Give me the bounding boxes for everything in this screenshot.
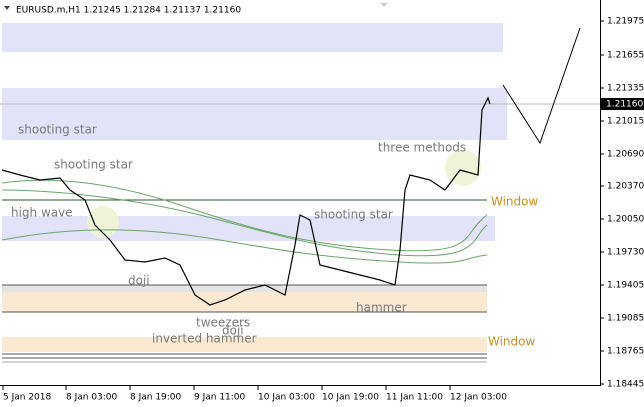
- time-label: 11 Jan 11:00: [386, 393, 443, 403]
- price-label: 1.21655: [607, 51, 644, 61]
- price-label: 1.18445: [607, 380, 644, 390]
- zone: [2, 23, 503, 52]
- price-label: 1.21335: [607, 84, 644, 94]
- price-label: 1.21975: [607, 17, 644, 27]
- zone: [2, 285, 487, 292]
- time-label: 10 Jan 19:00: [322, 393, 379, 403]
- price-label: 1.20370: [607, 182, 644, 192]
- annotation: hammer: [356, 301, 407, 315]
- zone: [2, 337, 487, 352]
- scroll-marker: [380, 3, 388, 7]
- time-label: 10 Jan 03:00: [258, 393, 315, 403]
- current-price-box: [601, 98, 644, 110]
- price-label: 1.19730: [607, 248, 644, 258]
- annotation: shooting star: [54, 158, 133, 172]
- highlight: [445, 150, 481, 186]
- price-label: 1.19085: [607, 314, 644, 324]
- time-label: 12 Jan 03:00: [450, 393, 507, 403]
- annotation: high wave: [11, 206, 73, 220]
- window-label: Window: [491, 195, 539, 209]
- price-label: 1.20690: [607, 150, 644, 160]
- projection: [502, 27, 581, 145]
- moving-average: [1, 189, 488, 257]
- annotation: three methods: [378, 141, 466, 155]
- time-label: 5 Jan 2018: [3, 393, 51, 403]
- window-label: Window: [488, 335, 536, 349]
- time-label: 8 Jan 19:00: [130, 393, 182, 403]
- moving-average: [1, 229, 488, 264]
- zone: [2, 88, 507, 140]
- price-label: 1.18765: [607, 347, 644, 357]
- collapse-icon[interactable]: [4, 6, 10, 10]
- time-label: 9 Jan 11:00: [194, 393, 246, 403]
- price-path: [1, 96, 491, 306]
- current-price: 1.21160: [606, 100, 643, 110]
- zone: [2, 216, 495, 241]
- annotation: doji: [222, 324, 244, 338]
- annotation: inverted hammer: [152, 332, 257, 346]
- annotation: tweezers: [196, 316, 250, 330]
- annotation: shooting star: [314, 208, 393, 222]
- price-label: 1.20050: [607, 215, 644, 225]
- moving-average: [1, 179, 488, 252]
- symbol-header: EURUSD.m,H1 1.21245 1.21284 1.21137 1.21…: [16, 6, 241, 16]
- price-label: 1.19405: [607, 281, 644, 291]
- time-label: 8 Jan 03:00: [66, 393, 118, 403]
- annotation: doji: [128, 274, 150, 288]
- zone: [2, 292, 487, 312]
- annotation: shooting star: [18, 123, 97, 137]
- price-label: 1.21015: [607, 117, 644, 127]
